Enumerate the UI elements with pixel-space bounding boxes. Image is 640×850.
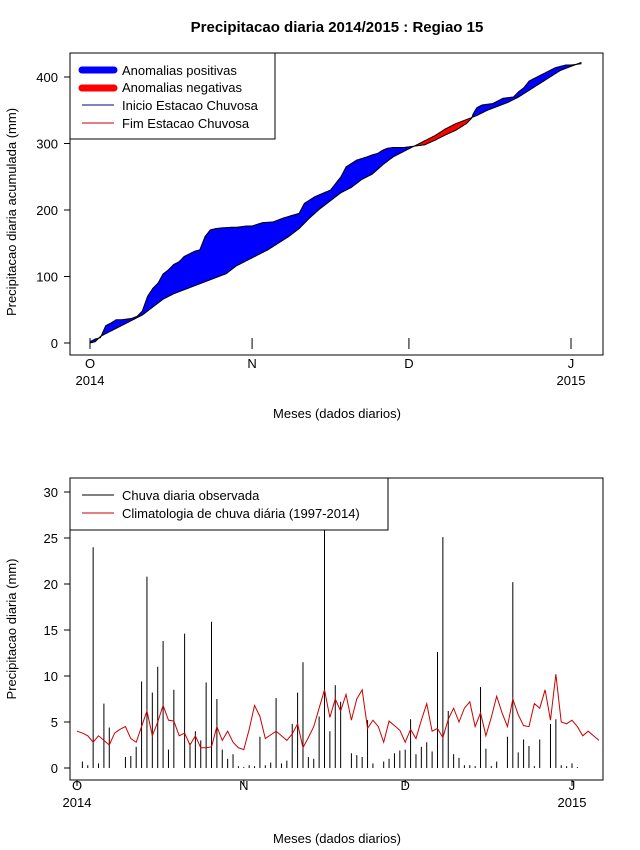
y-tick-label: 25 bbox=[44, 531, 58, 546]
x-tick-label: D bbox=[401, 778, 410, 793]
x-tick-year: 2015 bbox=[557, 373, 586, 388]
climatology-daily-line bbox=[76, 674, 600, 751]
y-axis-label: Precipitacao diaria acumulada (mm) bbox=[4, 108, 19, 316]
x-axis-label: Meses (dados diarios) bbox=[273, 831, 401, 846]
x-axis: O 2014 N D J 2015 bbox=[63, 778, 587, 810]
x-axis: O 2014 N D J 2015 bbox=[76, 338, 586, 388]
daily-bars bbox=[81, 528, 578, 768]
x-tick-label: N bbox=[247, 356, 256, 371]
legend-box bbox=[69, 477, 389, 531]
legend-label-observed: Chuva diaria observada bbox=[122, 488, 260, 503]
x-tick-label: O bbox=[72, 778, 82, 793]
positive-anomaly-area bbox=[90, 62, 582, 344]
legend: Chuva diaria observada Climatologia de c… bbox=[69, 477, 389, 531]
legend-label-fim: Fim Estacao Chuvosa bbox=[122, 116, 250, 131]
climatology-cumulative-line bbox=[89, 61, 582, 344]
y-tick-label: 300 bbox=[36, 137, 58, 152]
observed-cumulative-line bbox=[89, 63, 582, 343]
x-axis-label: Meses (dados diarios) bbox=[273, 406, 401, 421]
climatology-line bbox=[76, 674, 600, 751]
x-tick-year: 2014 bbox=[63, 795, 92, 810]
x-tick-year: 2015 bbox=[558, 795, 587, 810]
chart-title: Precipitacao diaria 2014/2015 : Regiao 1… bbox=[191, 19, 484, 36]
x-tick-year: 2014 bbox=[76, 373, 105, 388]
x-tick-label: N bbox=[239, 778, 248, 793]
plot-frame bbox=[69, 52, 604, 356]
y-tick-label: 10 bbox=[44, 669, 58, 684]
x-tick-label: J bbox=[568, 356, 575, 371]
legend-label-climatology: Climatologia de chuva diária (1997-2014) bbox=[122, 506, 360, 521]
legend: Anomalias positivas Anomalias negativas … bbox=[69, 52, 276, 140]
y-tick-label: 20 bbox=[44, 577, 58, 592]
daily-panel: 0 5 10 15 20 25 30 O 2014 N D J 2015 Meses (dados d… bbox=[4, 477, 604, 846]
y-tick-label: 5 bbox=[51, 715, 58, 730]
y-axis: 0 100 200 300 400 bbox=[36, 70, 70, 351]
y-tick-label: 0 bbox=[51, 761, 58, 776]
legend-label-inicio: Inicio Estacao Chuvosa bbox=[122, 98, 259, 113]
y-axis: 0 5 10 15 20 25 30 bbox=[44, 485, 70, 776]
legend-label-negative: Anomalias negativas bbox=[122, 80, 242, 95]
x-tick-label: J bbox=[569, 778, 576, 793]
y-axis-label: Precipitacao diaria (mm) bbox=[4, 559, 19, 700]
x-tick-label: D bbox=[404, 356, 413, 371]
x-tick-label: O bbox=[85, 356, 95, 371]
y-tick-label: 100 bbox=[36, 270, 58, 285]
y-tick-label: 400 bbox=[36, 70, 58, 85]
y-tick-label: 30 bbox=[44, 485, 58, 500]
anomaly-area bbox=[89, 61, 582, 344]
y-tick-label: 200 bbox=[36, 203, 58, 218]
y-tick-label: 15 bbox=[44, 623, 58, 638]
y-tick-label: 0 bbox=[51, 336, 58, 351]
legend-label-positive: Anomalias positivas bbox=[122, 63, 237, 78]
cumulative-panel: 0 100 200 300 400 O 2014 N D J 2015 Meses (dados … bbox=[4, 52, 604, 421]
